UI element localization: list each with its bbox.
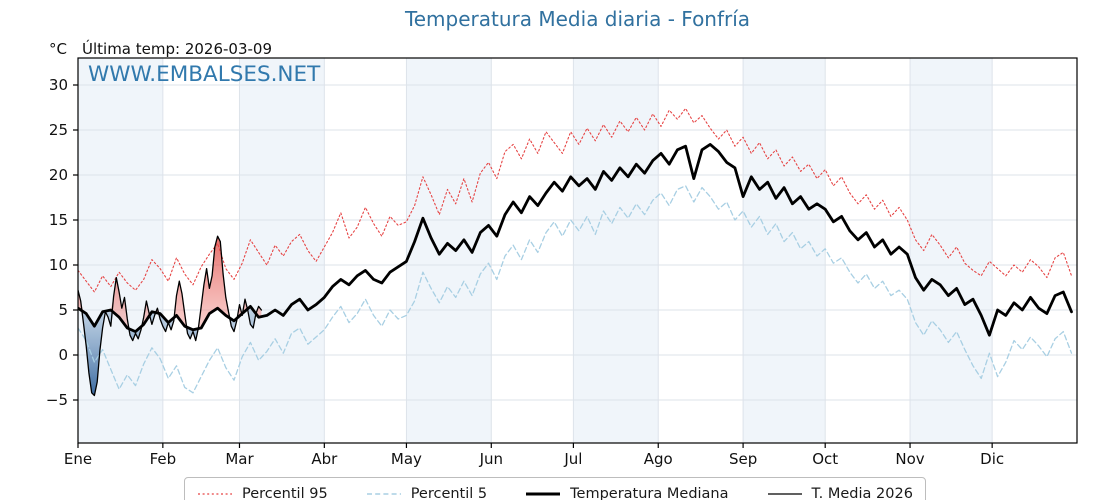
legend-line-sample [366, 493, 401, 495]
y-tick-label: 30 [49, 76, 68, 94]
legend-item-temperatura-mediana: Temperatura Mediana [525, 486, 729, 500]
x-tick-label: Ene [64, 450, 92, 468]
y-tick-label: 25 [49, 121, 68, 139]
y-tick-label: 10 [49, 256, 68, 274]
x-tick-label: Feb [150, 450, 177, 468]
plot-border [77, 57, 1078, 444]
legend: Percentil 95 Percentil 5 Temperatura Media… [184, 477, 926, 500]
month-band [573, 58, 659, 443]
month-band [910, 58, 993, 443]
fill-above-median [78, 236, 262, 332]
fill-below-median [78, 306, 262, 396]
legend-line-sample [198, 493, 232, 495]
series-percentil-95 [78, 107, 1073, 293]
legend-item-percentil-5: Percentil 5 [366, 486, 487, 500]
month-band [406, 58, 492, 443]
watermark: WWW.EMBALSES.NET [88, 62, 321, 87]
legend-label: T. Media 2026 [811, 486, 913, 500]
y-tick-label: 20 [49, 166, 68, 184]
x-tick-label: Mar [225, 450, 254, 468]
x-tick-label: Jul [563, 450, 582, 468]
y-axis-unit-label: °C [49, 40, 67, 58]
chart-title: Temperatura Media diaria - Fonfría [404, 7, 751, 31]
legend-line-sample [767, 493, 802, 495]
y-tick-label: −5 [46, 391, 68, 409]
y-tick-label: 5 [58, 301, 68, 319]
x-tick-label: Jun [479, 450, 503, 468]
series-temperatura-mediana [78, 143, 1073, 337]
legend-label: Temperatura Mediana [570, 486, 729, 500]
series-percentil-5 [78, 185, 1073, 394]
y-tick-label: 15 [49, 211, 68, 229]
x-tick-label: Ago [644, 450, 673, 468]
last-temp-annotation: Última temp: 2026-03-09 [82, 40, 273, 58]
y-tick-label: 0 [58, 346, 68, 364]
x-tick-label: Dic [980, 450, 1004, 468]
legend-label: Percentil 95 [242, 486, 328, 500]
x-tick-label: Sep [729, 450, 757, 468]
x-tick-label: Oct [812, 450, 838, 468]
legend-line-sample [526, 492, 561, 496]
legend-label: Percentil 5 [410, 486, 488, 500]
legend-item-percentil-95: Percentil 95 [197, 486, 328, 500]
month-band [743, 58, 826, 443]
legend-item-t-media-2026: T. Media 2026 [767, 486, 913, 500]
series-t-media-2026 [78, 235, 263, 397]
x-tick-label: Nov [895, 450, 924, 468]
x-tick-label: May [391, 450, 422, 468]
month-band [239, 58, 325, 443]
x-tick-label: Abr [311, 450, 338, 468]
